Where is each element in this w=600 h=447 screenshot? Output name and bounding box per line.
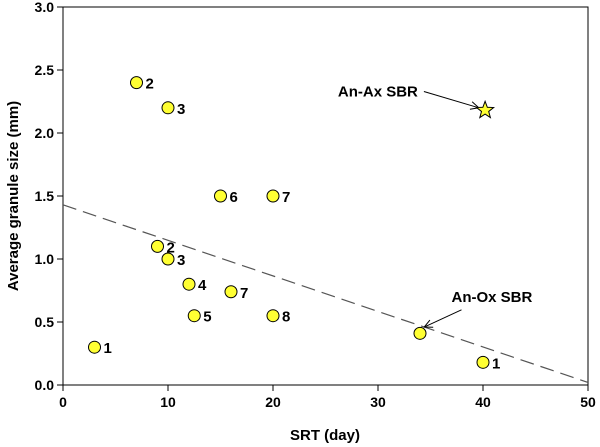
annotation-label: An-Ox SBR (452, 289, 533, 306)
y-tick-label: 2.5 (35, 62, 55, 78)
data-point (88, 340, 101, 354)
annotation-layer: An-Ax SBR An-Ox SBR (338, 83, 533, 328)
point-label: 7 (282, 189, 290, 206)
point-label: 5 (203, 309, 211, 326)
y-axis-title: Average granule size (mm) (5, 101, 22, 291)
trendline-layer (62, 204, 589, 384)
data-point (151, 239, 164, 253)
y-tick-label: 1.5 (35, 188, 55, 204)
y-tick-label: 0.5 (35, 314, 55, 330)
y-tick-label: 2.0 (35, 125, 55, 141)
data-point (413, 326, 427, 340)
point-label: 3 (177, 101, 185, 118)
data-point (161, 101, 175, 115)
star-marker (475, 99, 496, 119)
data-point (130, 76, 143, 90)
x-axis-title: SRT (day) (290, 427, 360, 444)
arrow-head (423, 319, 434, 328)
plot-frame (62, 6, 589, 386)
data-point (224, 285, 238, 299)
point-label: 2 (167, 239, 175, 256)
x-tick-label: 20 (265, 394, 281, 410)
annotation-arrow (423, 309, 462, 328)
plot-area (62, 6, 589, 386)
y-tick-label: 3.0 (35, 0, 55, 15)
trendline (62, 204, 589, 384)
point-label: 6 (230, 189, 238, 206)
point-label: 1 (492, 355, 500, 372)
annotation-label: An-Ax SBR (338, 83, 418, 100)
data-point (161, 252, 175, 266)
x-tick-label: 40 (475, 394, 491, 410)
y-tick-label: 0.0 (35, 377, 55, 393)
x-tick-label: 30 (370, 394, 386, 410)
point-label: 1 (104, 340, 112, 357)
data-point (266, 189, 280, 203)
x-tick-label: 10 (160, 394, 176, 410)
x-tick-label: 50 (580, 394, 596, 410)
point-label: 4 (198, 277, 207, 294)
data-point (476, 355, 490, 369)
y-tick-label: 1.0 (35, 251, 55, 267)
axis-ticks: 0 10 20 30 40 50 0.0 0.5 1.0 1.5 2.0 2.5 3.0 (35, 0, 596, 410)
data-point (214, 189, 227, 203)
data-point (187, 309, 201, 323)
data-point (182, 277, 196, 291)
point-label: 2 (146, 76, 154, 93)
point-label: 8 (282, 309, 290, 326)
annotation-arrow (423, 90, 479, 109)
point-label: 7 (240, 285, 248, 302)
data-point (266, 309, 280, 323)
point-label: 3 (177, 252, 185, 269)
x-tick-label: 0 (59, 394, 67, 410)
